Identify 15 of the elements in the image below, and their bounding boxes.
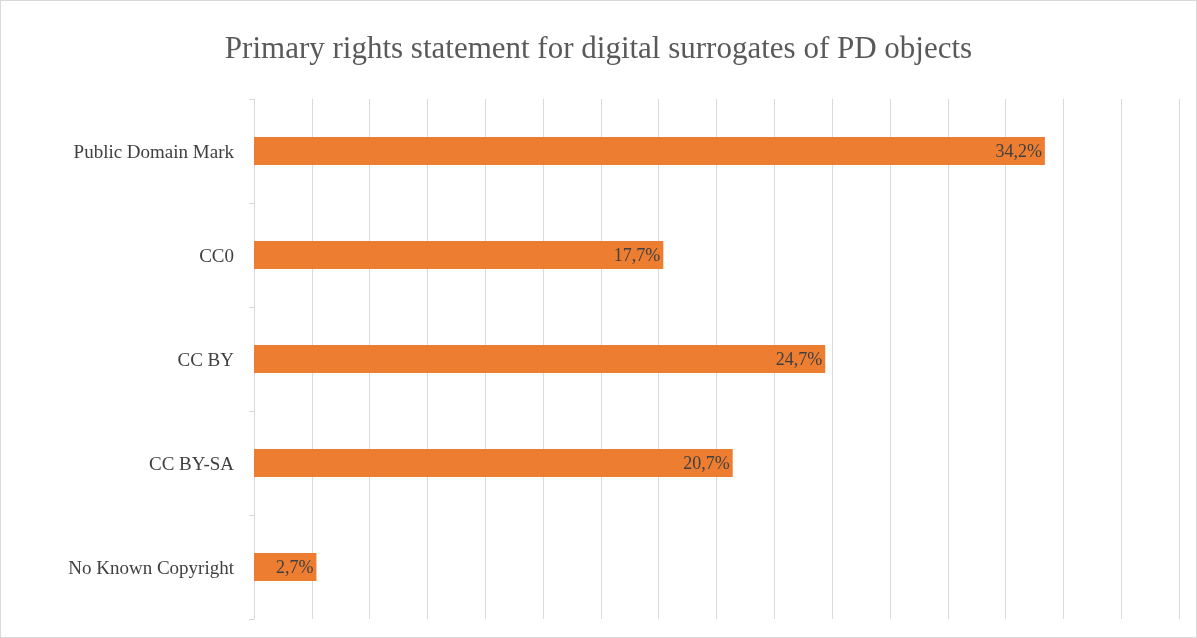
bar — [254, 448, 733, 478]
bar — [254, 136, 1045, 166]
y-tick-label: Public Domain Mark — [73, 140, 235, 162]
y-tick-label: No Known Copyright — [68, 556, 235, 578]
data-label: 24,7% — [775, 349, 823, 369]
data-label: 20,7% — [683, 453, 730, 473]
data-label: 17,7% — [613, 245, 661, 265]
chart-title: Primary rights statement for digital surrogates of PD objects — [224, 30, 973, 65]
data-label: 34,2% — [995, 141, 1042, 161]
y-tick-label: CC0 — [199, 244, 234, 266]
bar — [254, 344, 826, 374]
y-tick-label: CC BY — [177, 348, 235, 370]
bar — [254, 240, 664, 270]
data-label: 2,7% — [275, 557, 314, 577]
y-tick-label: CC BY-SA — [149, 452, 235, 474]
